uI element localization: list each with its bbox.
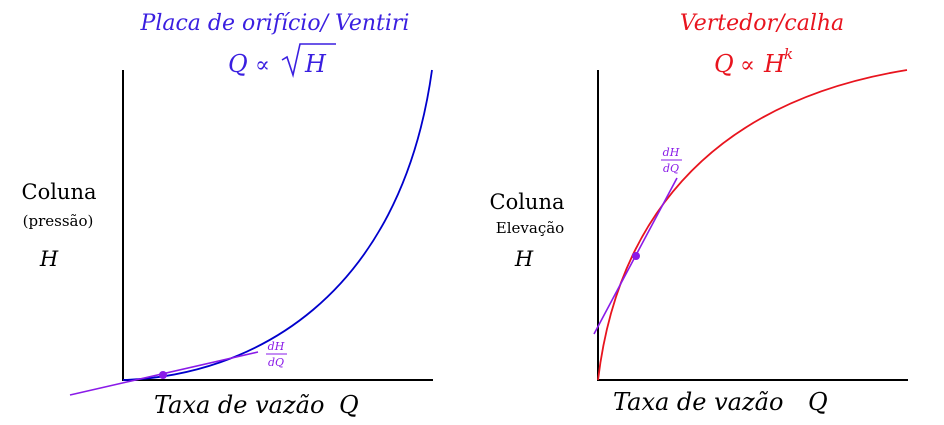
left-formula-q: Q [228, 50, 248, 78]
left-ylabel-symbol: H [39, 247, 59, 271]
left-tangent-point [159, 371, 167, 379]
right-formula-q: Q [714, 50, 734, 78]
right-formula-prop: ∝ [740, 53, 755, 78]
right-tangent-point [632, 252, 640, 260]
right-title: Vertedor/calha [680, 11, 844, 36]
right-ylabel-sub: Elevação [496, 219, 564, 237]
left-formula-prop: ∝ [255, 53, 270, 78]
left-panel: Placa de orifício/ Ventiri Q ∝ H dH dQ C… [22, 11, 433, 419]
right-ylabel-symbol: H [514, 247, 534, 271]
left-ylabel-sub: (pressão) [23, 212, 94, 230]
right-panel: Vertedor/calha Q ∝ H k dH dQ Coluna Elev… [490, 11, 908, 416]
right-curve [597, 69, 908, 381]
right-formula-h: H [763, 50, 786, 78]
left-xlabel-symbol: Q [339, 391, 359, 419]
right-slope-den: dQ [663, 162, 679, 175]
left-slope-num: dH [268, 340, 285, 353]
left-curve [122, 69, 433, 381]
right-slope-label: dH dQ [661, 146, 682, 175]
left-ylabel-main: Coluna [22, 180, 97, 204]
left-title: Placa de orifício/ Ventiri [140, 11, 410, 36]
sqrt-icon [281, 43, 336, 78]
left-xlabel: Taxa de vazão [154, 391, 324, 419]
left-slope-label: dH dQ [266, 340, 287, 369]
right-ylabel-main: Coluna [490, 190, 565, 214]
right-xlabel-symbol: Q [808, 388, 828, 416]
right-slope-num: dH [663, 146, 680, 159]
left-slope-den: dQ [268, 356, 284, 369]
right-formula-exp: k [784, 45, 793, 63]
left-formula-h: H [304, 50, 327, 78]
left-formula: Q ∝ H [228, 43, 336, 78]
right-xlabel: Taxa de vazão [613, 388, 783, 416]
right-formula: Q ∝ H k [714, 45, 793, 78]
